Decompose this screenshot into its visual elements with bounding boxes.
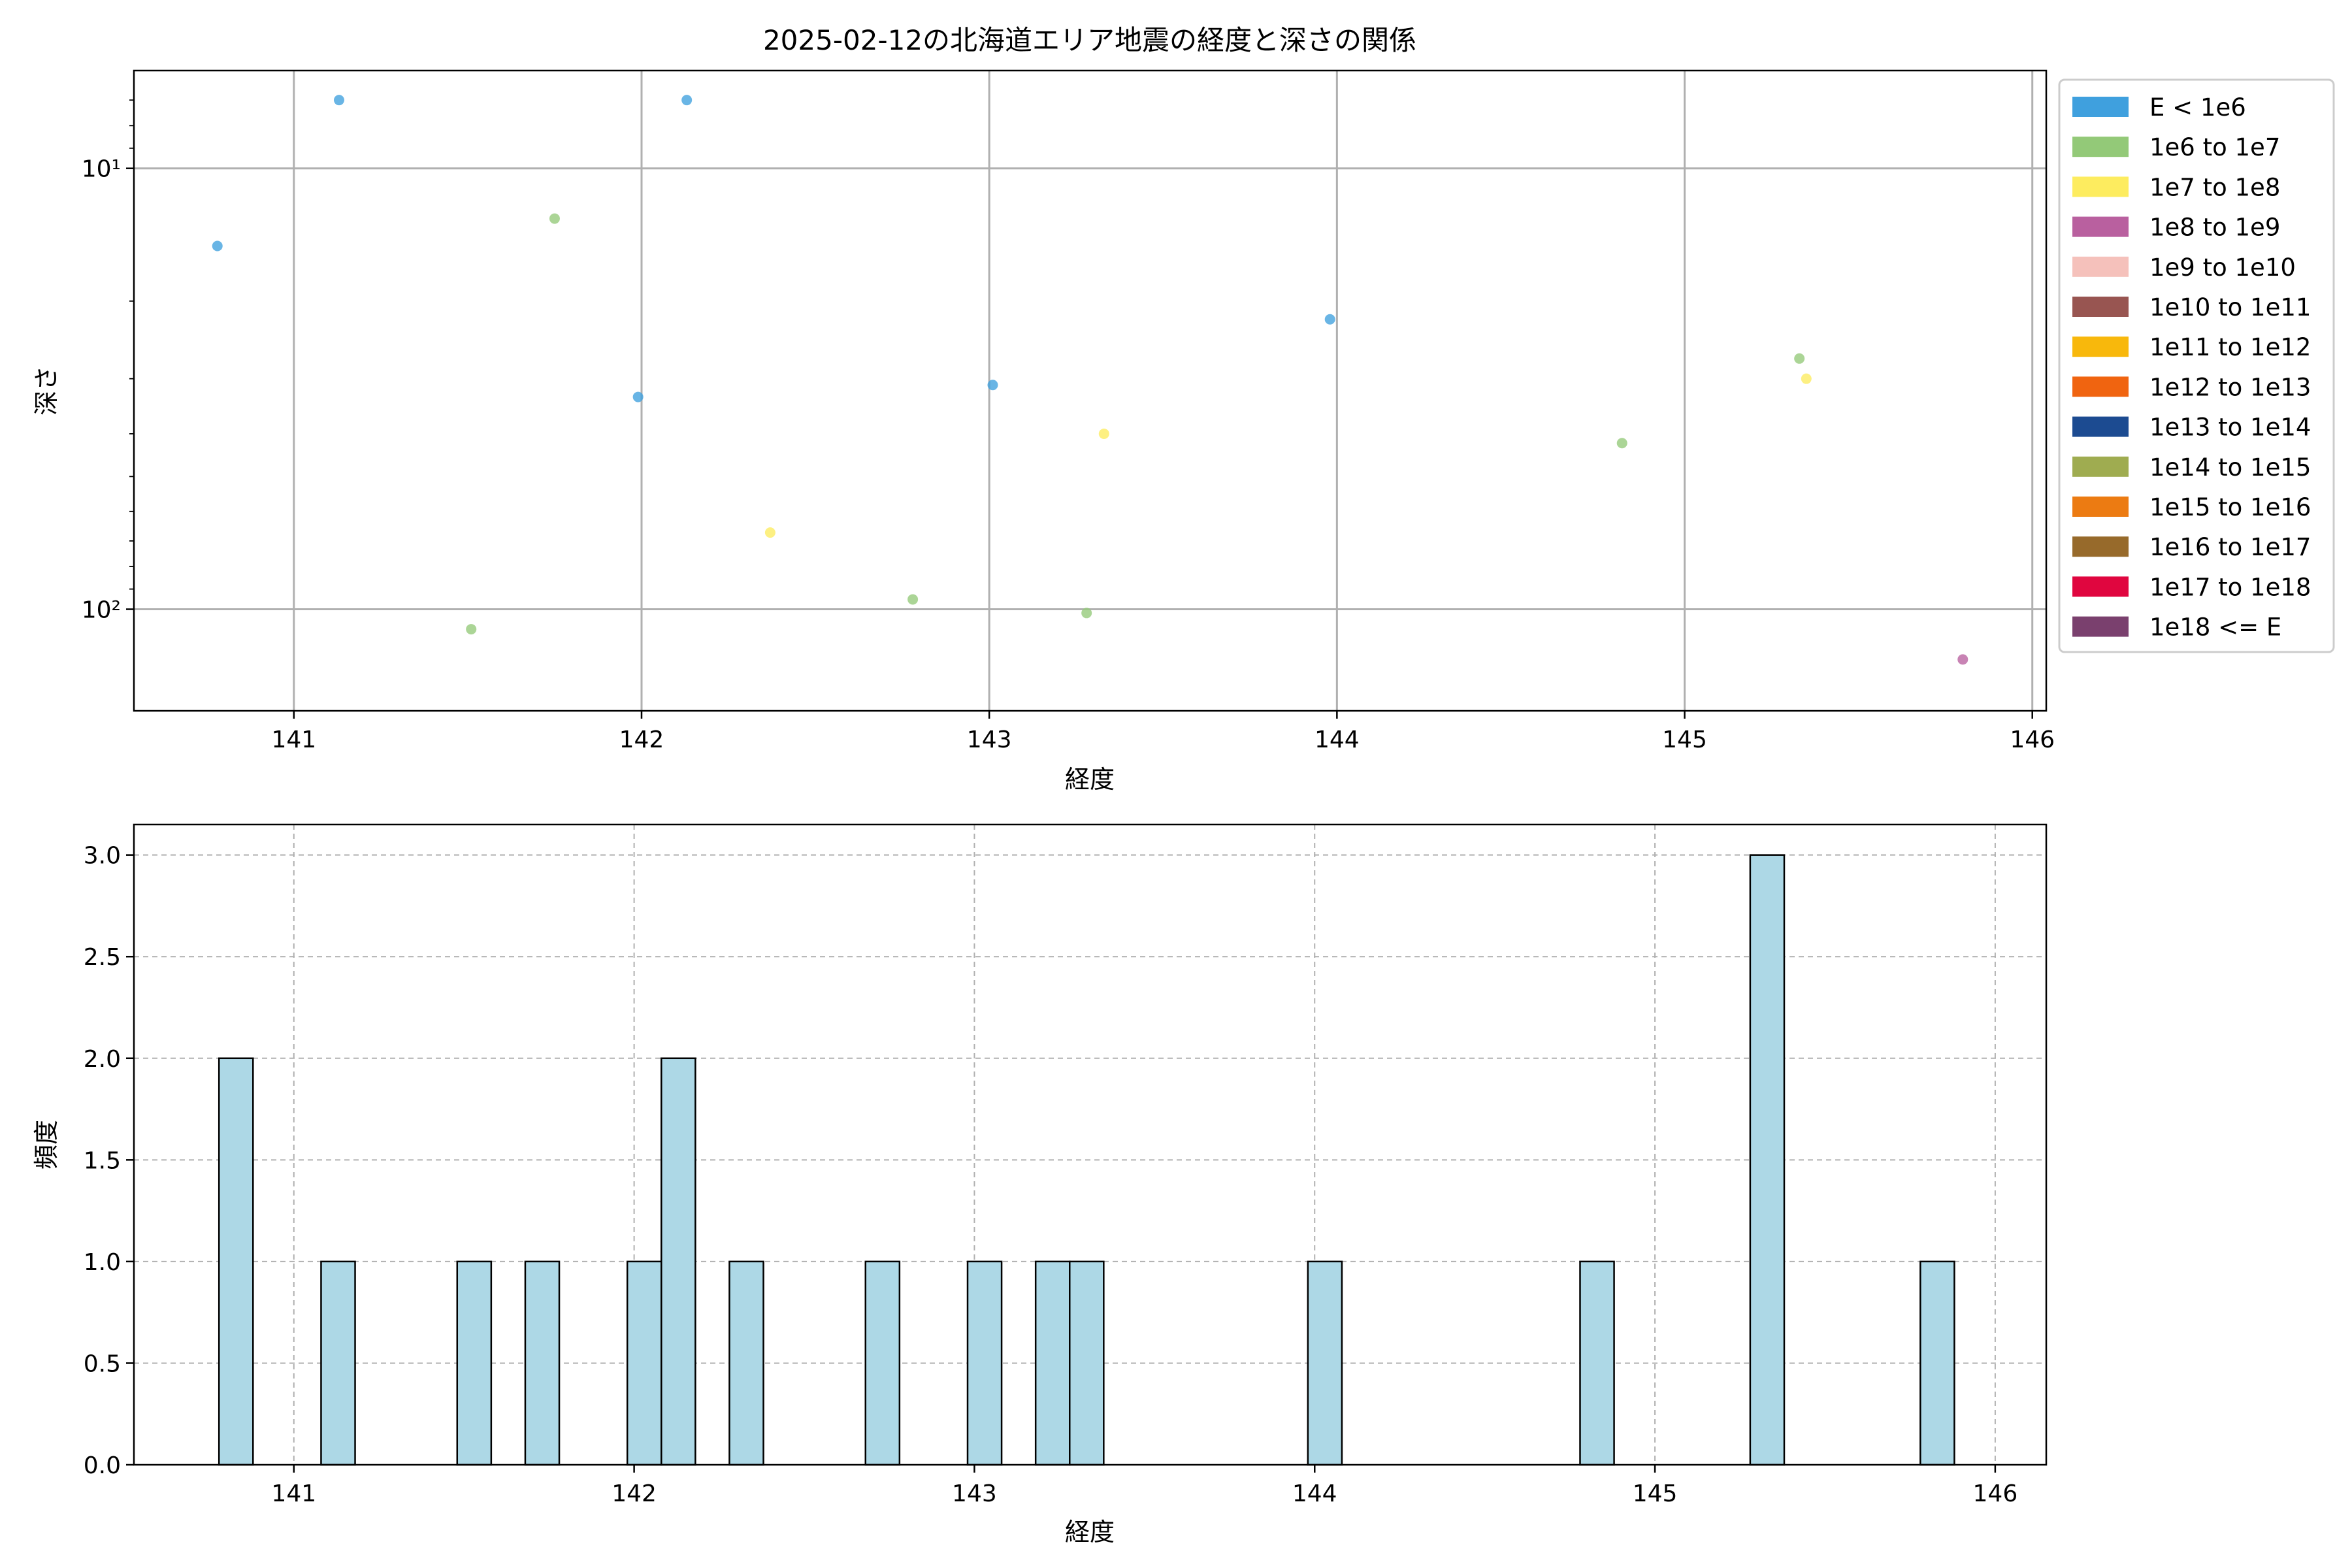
scatter-point [681, 95, 693, 106]
legend-swatch [2072, 256, 2129, 277]
legend-swatch [2072, 416, 2129, 437]
scatter-x-axis-label: 経度 [1065, 765, 1115, 794]
scatter-point [212, 240, 223, 252]
histogram-bar [728, 1260, 764, 1466]
histogram-bars [218, 854, 1955, 1466]
histogram-y-tick-label: 1.0 [84, 1249, 121, 1276]
histogram-bar [864, 1260, 901, 1466]
scatter-point [333, 95, 344, 106]
legend-swatch [2072, 616, 2129, 637]
scatter-x-tick-label: 142 [619, 727, 664, 753]
histogram-bar [626, 1260, 662, 1466]
legend-label: 1e18 <= E [2149, 613, 2281, 642]
histogram-bar [1919, 1260, 1955, 1466]
scatter-point [1098, 428, 1109, 439]
scatter-point [1794, 353, 1805, 364]
scatter-point [987, 380, 998, 391]
histogram-bar [1579, 1260, 1615, 1466]
legend-label: E < 1e6 [2149, 93, 2246, 122]
legend-swatch [2072, 536, 2129, 557]
legend-swatch [2072, 297, 2129, 317]
histogram-ticks: 141 142 143 144 145 146 0.0 0.5 1.0 1.5 2.0 2.5 3.0 [84, 843, 2018, 1507]
legend-label: 1e8 to 1e9 [2149, 214, 2280, 242]
scatter-y-axis-label: 深さ [32, 366, 61, 416]
scatter-point [1801, 373, 1812, 384]
histogram-bar [1749, 854, 1786, 1466]
histogram-bar [524, 1260, 561, 1466]
histogram-bar [1034, 1260, 1071, 1466]
histogram-bar [320, 1260, 356, 1466]
histogram-bar [1307, 1260, 1343, 1466]
histogram-y-tick-label: 1.5 [84, 1147, 121, 1174]
legend-label: 1e14 to 1e15 [2149, 453, 2311, 482]
histogram-y-tick-label: 2.5 [84, 944, 121, 971]
scatter-x-tick-label: 145 [1662, 727, 1707, 753]
legend-swatch [2072, 176, 2129, 197]
scatter-point [907, 594, 919, 605]
legend-swatch [2072, 376, 2129, 397]
histogram-x-tick-label: 141 [271, 1480, 316, 1507]
legend-swatch [2072, 576, 2129, 597]
histogram-x-tick-label: 143 [952, 1480, 997, 1507]
histogram-x-tick-label: 144 [1292, 1480, 1337, 1507]
legend: E < 1e6 1e6 to 1e7 1e7 to 1e8 1e8 to 1e9 1e9… [2058, 78, 2335, 653]
scatter-y-tick-label: 10² [82, 596, 121, 623]
scatter-x-tick-label: 146 [2010, 727, 2055, 753]
scatter-ticks: 141 142 143 144 145 146 10¹ 10² [82, 99, 2055, 753]
histogram-x-tick-label: 142 [612, 1480, 657, 1507]
legend-items: E < 1e6 1e6 to 1e7 1e7 to 1e8 1e8 to 1e9 1e9… [2072, 93, 2311, 642]
scatter-x-tick-label: 144 [1315, 727, 1360, 753]
histogram-y-axis-label: 頻度 [32, 1120, 61, 1169]
histogram-x-tick-label: 145 [1633, 1480, 1678, 1507]
legend-swatch [2072, 456, 2129, 477]
histogram-bar [661, 1057, 696, 1466]
legend-label: 1e6 to 1e7 [2149, 133, 2280, 161]
legend-label: 1e17 to 1e18 [2149, 573, 2311, 601]
scatter-point [632, 391, 644, 402]
histogram-x-tick-label: 146 [1973, 1480, 2018, 1507]
legend-label: 1e15 to 1e16 [2149, 493, 2311, 521]
legend-label: 1e12 to 1e13 [2149, 373, 2311, 401]
legend-label: 1e16 to 1e17 [2149, 533, 2311, 561]
legend-swatch [2072, 137, 2129, 157]
histogram-y-tick-label: 2.0 [84, 1046, 121, 1073]
histogram-y-tick-label: 0.5 [84, 1350, 121, 1377]
histogram-y-tick-label: 3.0 [84, 843, 121, 870]
legend-swatch [2072, 336, 2129, 357]
scatter-x-tick-label: 141 [271, 727, 316, 753]
histogram-frame [133, 823, 2048, 1466]
histogram-bar [1069, 1260, 1105, 1466]
legend-label: 1e11 to 1e12 [2149, 333, 2311, 361]
histogram-panel: 141 142 143 144 145 1460.00.51.01.52.02.53.0 … [32, 823, 2048, 1546]
scatter-point [1081, 608, 1092, 619]
scatter-plot-panel: 2025-02-12の北海道エリア地震の経度と深さの関係 141 142 143 14… [32, 24, 2055, 794]
legend-label: 1e9 to 1e10 [2149, 253, 2296, 282]
histogram-bar [218, 1057, 254, 1466]
scatter-x-tick-label: 143 [967, 727, 1012, 753]
histogram-y-tick-label: 0.0 [84, 1452, 121, 1479]
histogram-bar [456, 1260, 493, 1466]
scatter-points [212, 95, 1968, 665]
legend-frame [2058, 78, 2335, 653]
legend-swatch [2072, 497, 2129, 517]
legend-label: 1e13 to 1e14 [2149, 414, 2311, 442]
scatter-point [764, 527, 776, 538]
legend-swatch [2072, 97, 2129, 117]
scatter-point [466, 624, 477, 635]
scatter-point [1324, 314, 1335, 325]
legend-label: 1e7 to 1e8 [2149, 173, 2280, 201]
scatter-point [1616, 438, 1627, 449]
chart-title: 2025-02-12の北海道エリア地震の経度と深さの関係 [763, 24, 1416, 56]
legend-label: 1e10 to 1e11 [2149, 293, 2311, 321]
scatter-point [1957, 654, 1968, 665]
histogram-x-axis-label: 経度 [1065, 1518, 1115, 1546]
scatter-y-tick-label: 10¹ [82, 156, 121, 183]
scatter-point [549, 213, 560, 224]
legend-swatch [2072, 216, 2129, 237]
histogram-bar [966, 1260, 1003, 1466]
scatter-plot-frame [133, 69, 2048, 712]
